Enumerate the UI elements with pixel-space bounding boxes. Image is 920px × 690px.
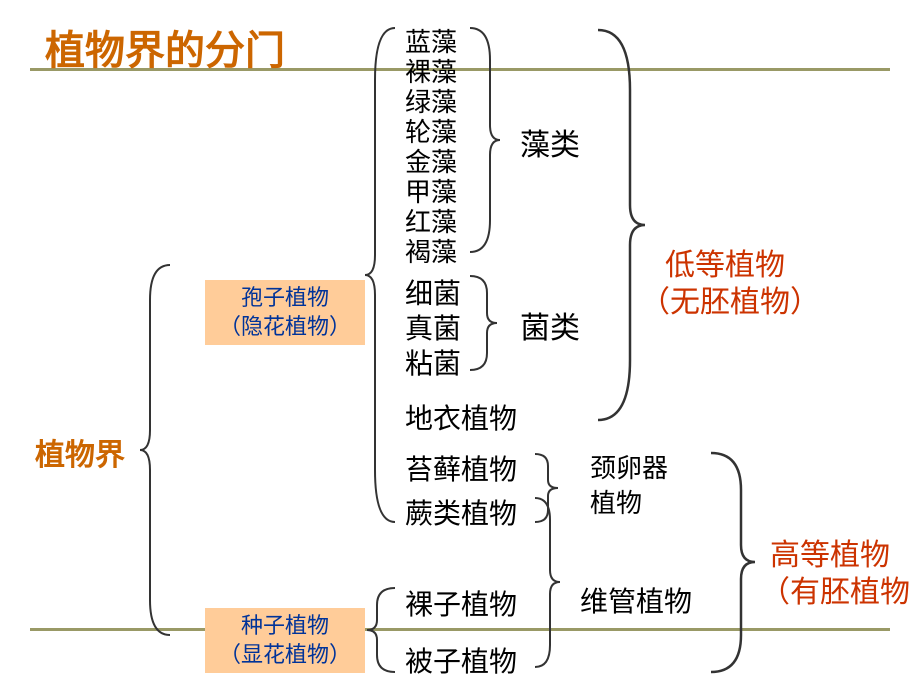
brace-root bbox=[140, 260, 180, 640]
vascular-label: 维管植物 bbox=[580, 580, 692, 620]
higher-l2: （有胚植物 bbox=[760, 567, 910, 611]
spore-l2: （隐花植物） bbox=[207, 313, 363, 342]
algae-7: 褐藻 bbox=[405, 232, 457, 269]
brace-spore bbox=[365, 20, 405, 530]
lichen: 地衣植物 bbox=[405, 397, 517, 437]
lower-l2: （无胚植物） bbox=[640, 277, 820, 321]
gymno: 裸子植物 bbox=[405, 583, 517, 623]
seed-box: 种子植物 （显花植物） bbox=[205, 608, 365, 673]
brace-fungi-close bbox=[465, 268, 505, 378]
arch-l2: 植物 bbox=[590, 483, 642, 520]
fungi-0: 细菌 bbox=[405, 272, 461, 312]
seed-l1: 种子植物 bbox=[207, 612, 363, 641]
brace-vascular bbox=[530, 490, 565, 675]
brace-lower bbox=[590, 20, 650, 430]
spore-box: 孢子植物 （隐花植物） bbox=[205, 280, 365, 345]
angio: 被子植物 bbox=[405, 640, 517, 680]
brace-seed bbox=[365, 580, 405, 680]
root-label: 植物界 bbox=[35, 430, 125, 474]
spore-l1: 孢子植物 bbox=[207, 284, 363, 313]
fern: 蕨类植物 bbox=[405, 492, 517, 532]
brace-higher bbox=[703, 445, 763, 680]
algae-group: 藻类 bbox=[520, 120, 580, 164]
page-title: 植物界的分门 bbox=[45, 18, 285, 76]
brace-algae-close bbox=[465, 20, 505, 260]
seed-l2: （显花植物） bbox=[207, 641, 363, 670]
fungi-1: 真菌 bbox=[405, 307, 461, 347]
arch-l1: 颈卵器 bbox=[590, 448, 668, 485]
moss: 苔藓植物 bbox=[405, 448, 517, 488]
fungi-group: 菌类 bbox=[520, 303, 580, 347]
fungi-2: 粘菌 bbox=[405, 342, 461, 382]
